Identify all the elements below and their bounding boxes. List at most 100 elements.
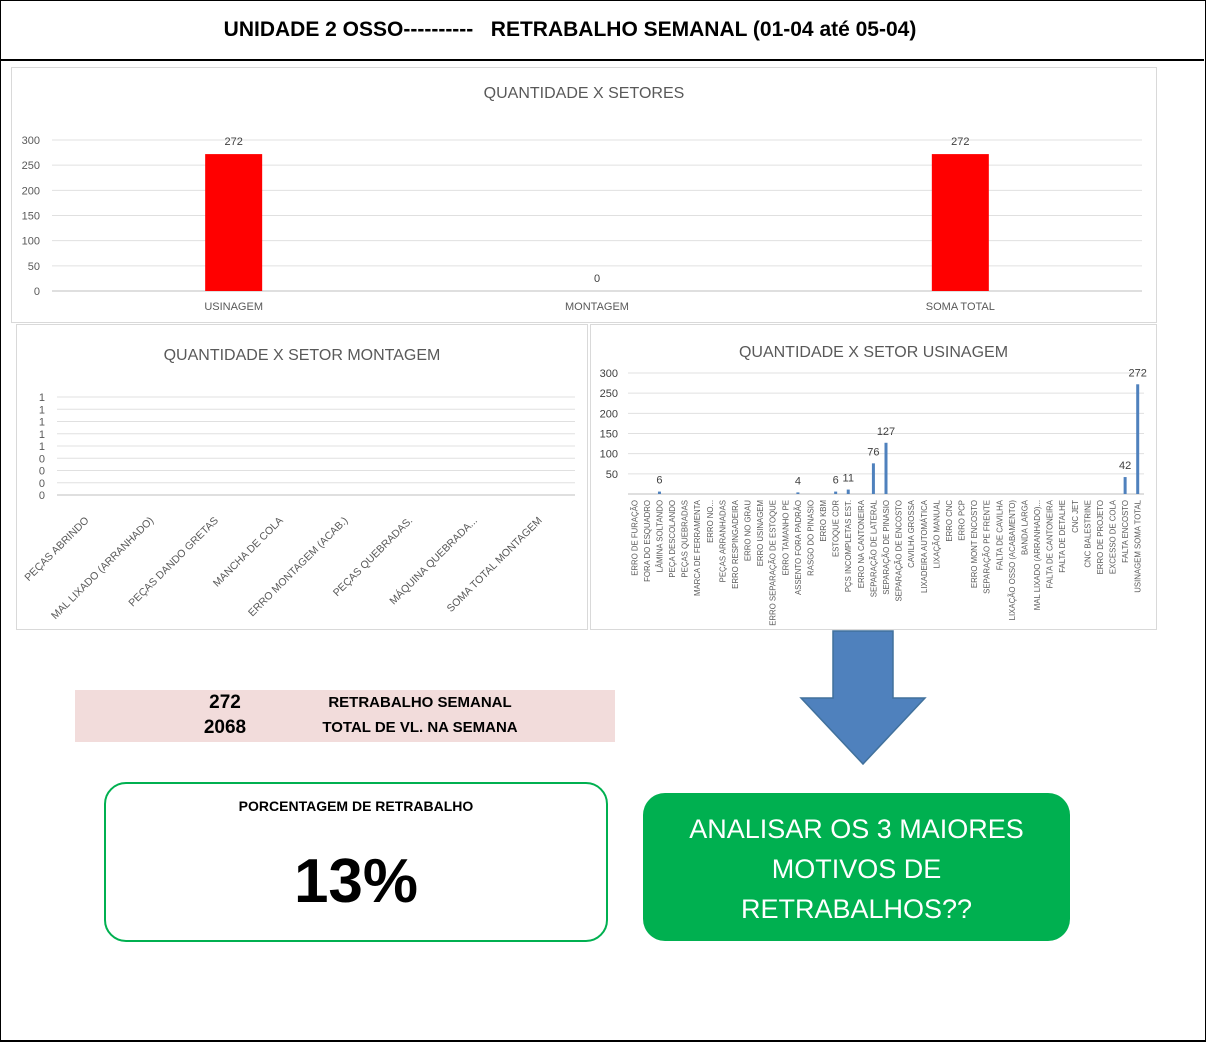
x-tick-label: PEÇAS QUEBRADAS: [681, 500, 690, 578]
x-tick-label: BANDA LARGA: [1020, 499, 1029, 555]
x-tick-label: ERRO RESPINGADEIRA: [731, 499, 740, 589]
bar: [1123, 477, 1127, 494]
x-tick-label: RASGO DO PINASIO: [806, 500, 815, 576]
percentage-box: PORCENTAGEM DE RETRABALHO 13%: [104, 782, 608, 942]
x-tick-label: SEPARAÇÃO DE LATERAL: [869, 499, 878, 597]
x-tick-label: USINAGEM: [204, 301, 263, 313]
summary-label: TOTAL DE VL. NA SEMANA: [322, 719, 518, 736]
data-label: 127: [877, 426, 895, 438]
chart-setores-panel: QUANTIDADE X SETORES 0 50 100 150 200 250 300 2…: [11, 67, 1157, 323]
x-tick-label: FORA DO ESQUADRO: [643, 500, 652, 582]
x-tick-label: PEÇA DESCOLANDO: [668, 500, 677, 578]
page-header: UNIDADE 2 OSSO---------- RETRABALHO SEMA…: [0, 0, 1204, 61]
bar: [931, 154, 989, 291]
percentage-value: 13%: [293, 847, 419, 916]
x-tick-label: MAL LIXADO (ARRANHADO)...: [1033, 500, 1042, 610]
page-title: UNIDADE 2 OSSO---------- RETRABALHO SEMA…: [223, 18, 917, 41]
x-tick-label: MONTAGEM: [565, 301, 629, 313]
data-label: 76: [867, 446, 879, 458]
x-tick-label: ERRO TAMANHO PE: [781, 500, 790, 576]
y-tick-label: 50: [606, 469, 618, 481]
summary-value: 2068: [203, 717, 247, 738]
y-tick-label: 50: [28, 261, 40, 273]
x-tick-label: SEPARAÇÃO DE ENCOSTO: [895, 500, 904, 602]
x-tick-label: SOMA TOTAL: [926, 301, 995, 313]
x-tick-label: LÂMINA SOLTANDO: [655, 500, 664, 573]
data-label: 11: [843, 473, 854, 485]
bar: [834, 491, 838, 494]
chart-montagem-panel: QUANTIDADE X SETOR MONTAGEM 1 1 1 1 1 0 0 0 0 PEÇ…: [16, 324, 588, 630]
down-arrow-icon: [799, 630, 927, 766]
x-tick-label: SEPARAÇÃO PE FRENTE: [983, 500, 992, 594]
summary-label: RETRABALHO SEMANAL: [328, 694, 512, 711]
x-tick-label: FALTA ENCOSTO: [1121, 500, 1130, 563]
chart-usinagem: 50 100 150 200 250 300 ERRO DE FURAÇÃO FORA DO …: [600, 367, 1147, 626]
x-tick-label: CNC BALESTRINE: [1083, 500, 1092, 568]
x-tick-label: LIXAÇÃO OSSO (ACABAMENTO): [1008, 500, 1017, 621]
bar: [871, 463, 875, 494]
percentage-title: PORCENTAGEM DE RETRABALHO: [238, 798, 474, 814]
x-tick-label: ERRO USINAGEM: [756, 500, 765, 566]
x-tick-label: USINAGEM SOMA TOTAL: [1134, 499, 1143, 592]
x-tick-label: FALTA DE CANTONEIRA: [1046, 499, 1055, 588]
x-tick-label: ERRO NO GRAU: [744, 500, 753, 561]
x-tick-label: ERRO DE PROJETO: [1096, 500, 1105, 574]
y-tick-label: 200: [22, 185, 40, 197]
data-label: 272: [224, 136, 242, 148]
data-label: 6: [656, 475, 662, 487]
x-tick-label: MANCHA DE COLA: [211, 515, 286, 590]
bar: [884, 442, 888, 494]
y-tick-label: 0: [34, 286, 40, 298]
y-tick-label: 100: [22, 236, 40, 248]
y-tick-label: 0: [39, 466, 45, 478]
chart-usinagem-panel: QUANTIDADE X SETOR USINAGEM 50 100 150 200 2…: [590, 324, 1157, 630]
bar: [657, 491, 661, 494]
chart-usinagem-title: QUANTIDADE X SETOR USINAGEM: [738, 344, 1009, 361]
y-tick-label: 200: [600, 408, 618, 420]
y-tick-label: 150: [600, 429, 618, 441]
bar: [205, 154, 263, 291]
summary-value: 272: [209, 692, 241, 713]
x-tick-label: ERRO DE FURAÇÃO: [630, 500, 639, 576]
summary-row: 272 RETRABALHO SEMANAL: [75, 692, 615, 716]
data-label: 272: [1129, 367, 1147, 379]
x-tick-label: PEÇAS ABRINDO: [22, 515, 91, 584]
x-tick-label: MARCA DE FERRAMENTA: [693, 499, 702, 596]
callout-box: ANALISAR OS 3 MAIORES MOTIVOS DE RETRABA…: [643, 793, 1070, 941]
y-tick-label: 300: [600, 368, 618, 380]
x-tick-label: LIXADEIRA AUTOMÁTICA: [920, 499, 929, 593]
data-label: 0: [594, 273, 600, 285]
chart-setores: 0 50 100 150 200 250 300 272 USINAGEM 0 MONTAGEM 27…: [22, 135, 1142, 313]
chart-setores-title: QUANTIDADE X SETORES: [483, 85, 685, 102]
y-tick-label: 300: [22, 135, 40, 147]
x-tick-label: FALTA DE CAVILHA: [995, 499, 1004, 570]
x-tick-label: SEPARAÇÃO DE PINASIO: [882, 500, 891, 595]
x-tick-label: ERRO SEPARAÇÃO DE ESTOQUE: [769, 500, 778, 626]
x-tick-label: FALTA DE DETALHE: [1058, 500, 1067, 573]
x-tick-label: PÇS INCOMPLETAS EST.: [844, 500, 853, 592]
bar: [796, 492, 800, 494]
y-tick-label: 250: [22, 160, 40, 172]
bar: [846, 489, 850, 494]
x-tick-label: PEÇAS ARRANHADAS: [718, 500, 727, 582]
y-tick-label: 0: [39, 490, 45, 502]
x-tick-label: MAL LIXADO (ARRANHADO): [49, 515, 156, 622]
chart-montagem-title: QUANTIDADE X SETOR MONTAGEM: [163, 347, 441, 364]
y-tick-label: 1: [39, 429, 45, 441]
x-tick-label: LIXAÇÃO MANUAL: [932, 499, 941, 568]
y-tick-label: 0: [39, 478, 45, 490]
x-tick-label: ERRO PCP: [958, 500, 967, 541]
summary-row: 2068 TOTAL DE VL. NA SEMANA: [75, 717, 615, 741]
x-tick-label: ERRO MONT ENCOSTO: [970, 500, 979, 588]
x-tick-label: EXCESSO DE COLA: [1109, 499, 1118, 574]
callout-text: ANALISAR OS 3 MAIORES MOTIVOS DE RETRABA…: [689, 814, 1024, 924]
data-label: 6: [833, 475, 839, 487]
y-tick-label: 250: [600, 388, 618, 400]
bar: [1136, 384, 1140, 494]
x-tick-label: ESTOQUE CDR: [832, 500, 841, 557]
y-tick-label: 1: [39, 392, 45, 404]
summary-table: 272 RETRABALHO SEMANAL 2068 TOTAL DE VL.…: [75, 690, 615, 742]
x-tick-label: ASSENTO FORA PADRÃO: [794, 500, 803, 595]
data-label: 42: [1119, 460, 1131, 472]
